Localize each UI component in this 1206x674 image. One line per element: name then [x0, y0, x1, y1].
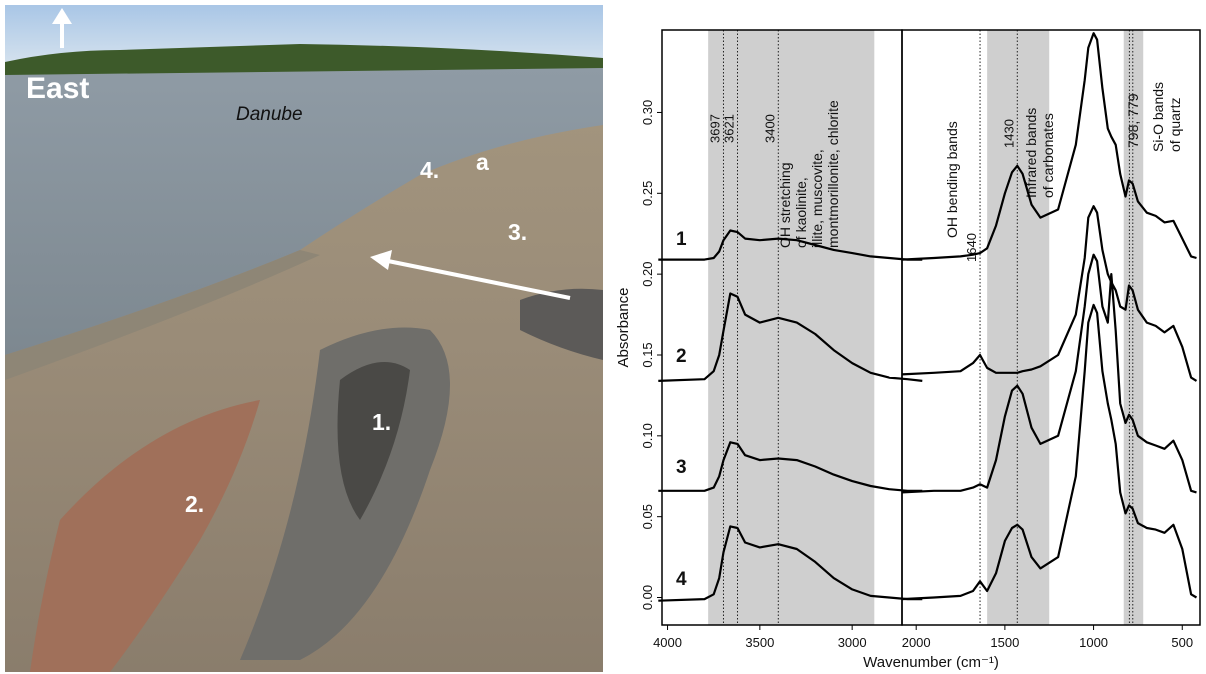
spectrum-line	[902, 255, 1197, 493]
x-tick-label: 1000	[1079, 635, 1108, 650]
x-tick-label: 500	[1171, 635, 1193, 650]
y-tick-label: 0.15	[640, 342, 655, 367]
x-tick-label: 3500	[745, 635, 774, 650]
photo-label: 2.	[185, 491, 204, 517]
y-tick-label: 0.00	[640, 585, 655, 610]
y-tick-label: 0.05	[640, 504, 655, 529]
photo-label: East	[26, 72, 89, 105]
photo-label: a	[476, 149, 489, 175]
figure: East Danube 4. a 3. 1. 2. 36973621 3400 OH…	[0, 0, 1206, 674]
y-tick-label: 0.20	[640, 261, 655, 286]
series-label: 3	[676, 457, 687, 478]
annotation: OH bending bands	[944, 121, 960, 238]
x-tick-label: 2000	[902, 635, 931, 650]
series-label: 4	[676, 569, 687, 590]
annotation: of quartz	[1167, 98, 1183, 152]
annotation: 798, 779	[1125, 93, 1141, 148]
photo-label: 3.	[508, 219, 527, 245]
marker-label: 1430	[1001, 119, 1016, 148]
annotation: of carbonates	[1040, 113, 1056, 198]
y-tick-label: 0.25	[640, 181, 655, 206]
y-axis-label: Absorbance	[615, 287, 632, 367]
annotation: Si-O bands	[1150, 82, 1166, 152]
annotation: of kaolinite,	[793, 177, 809, 248]
marker-label: 3400	[762, 114, 777, 143]
series-label: 1	[676, 229, 687, 250]
y-tick-label: 0.10	[640, 423, 655, 448]
marker-label: 3697	[707, 114, 722, 143]
spectrum-line	[902, 305, 1197, 599]
annotation: OH stretching	[777, 162, 793, 248]
x-axis-label: Wavenumber (cm⁻¹)	[863, 654, 999, 671]
photo-label: 4.	[420, 157, 439, 183]
annotation: montmorillonite, chlorite	[825, 100, 841, 248]
marker-label: 3621	[722, 114, 737, 143]
marker-label: 1640	[964, 233, 979, 262]
x-tick-label: 4000	[653, 635, 682, 650]
x-tick-label: 1500	[990, 635, 1019, 650]
photo-label: Danube	[236, 104, 303, 125]
series-label: 2	[676, 346, 687, 367]
x-tick-label: 3000	[838, 635, 867, 650]
photo: East Danube 4. a 3. 1. 2.	[5, 5, 603, 672]
photo-label: 1.	[372, 409, 391, 435]
y-tick-label: 0.30	[640, 100, 655, 125]
annotation: illite, muscovite,	[809, 149, 825, 248]
